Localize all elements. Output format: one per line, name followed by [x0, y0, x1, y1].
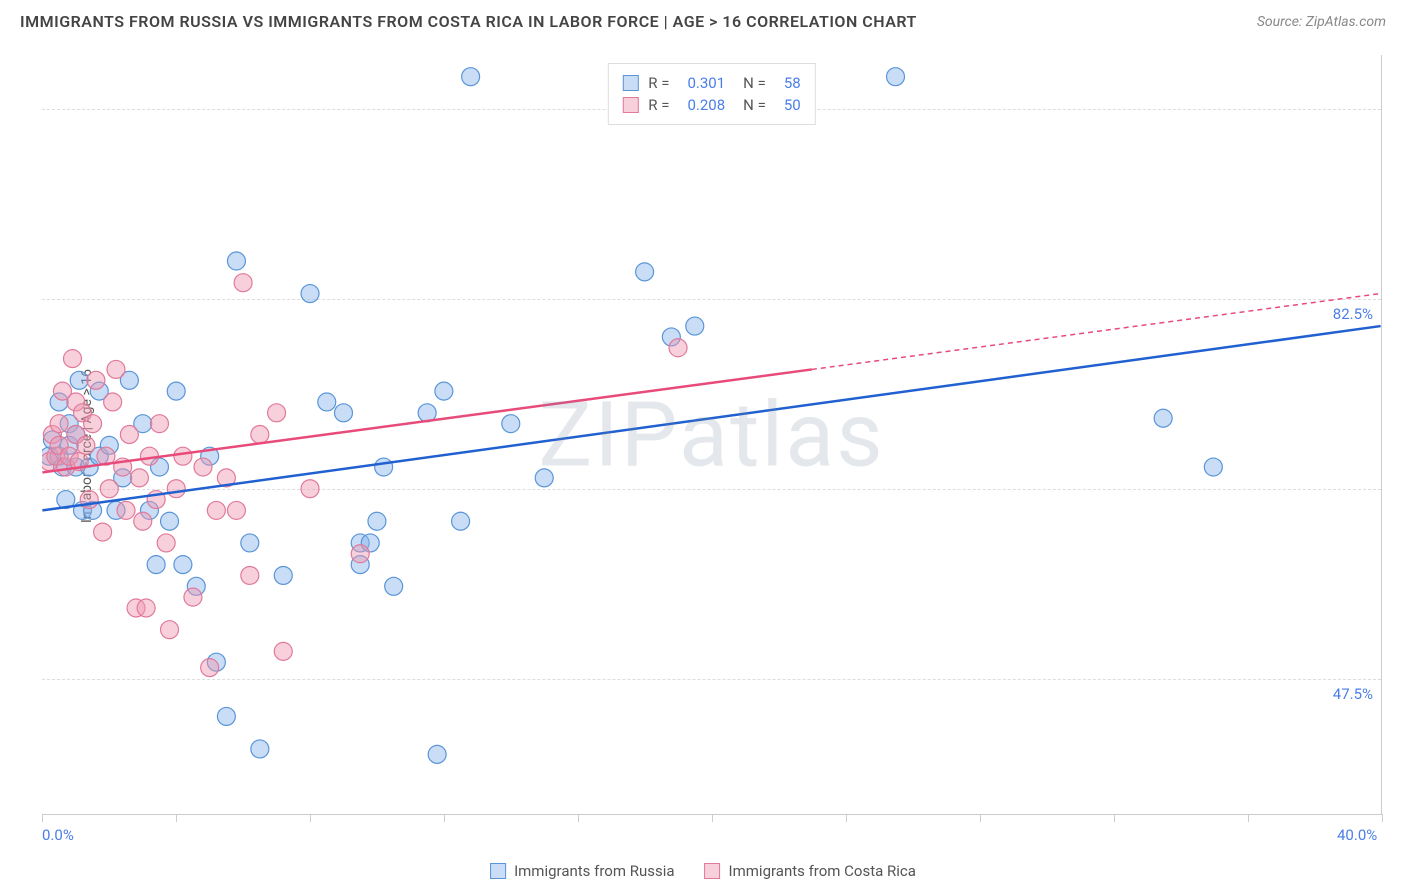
scatter-point [274, 566, 292, 584]
scatter-point [241, 534, 259, 552]
scatter-point [1154, 409, 1172, 427]
x-tick [444, 814, 445, 822]
scatter-point [137, 599, 155, 617]
x-tick-label: 40.0% [1337, 826, 1377, 844]
scatter-point [435, 382, 453, 400]
legend-label-costarica: Immigrants from Costa Rica [729, 862, 916, 880]
x-tick [42, 814, 43, 822]
scatter-point [368, 512, 386, 530]
scatter-point [174, 556, 192, 574]
scatter-point [167, 382, 185, 400]
scatter-point [686, 317, 704, 335]
scatter-point [251, 740, 269, 758]
scatter-point [107, 360, 125, 378]
scatter-point [150, 415, 168, 433]
x-tick [1382, 814, 1383, 822]
r-label: R = [648, 96, 669, 114]
scatter-point [104, 393, 122, 411]
correlation-row-costarica: R = 0.208 N = 50 [622, 94, 800, 116]
swatch-russia-icon [622, 75, 638, 91]
x-tick [1248, 814, 1249, 822]
legend-label-russia: Immigrants from Russia [514, 862, 674, 880]
scatter-point [201, 659, 219, 677]
x-tick [176, 814, 177, 822]
scatter-point [452, 512, 470, 530]
scatter-point [375, 458, 393, 476]
x-tick [1114, 814, 1115, 822]
scatter-point [174, 447, 192, 465]
legend-item-costarica: Immigrants from Costa Rica [705, 862, 916, 880]
scatter-point [217, 707, 235, 725]
scatter-point [268, 404, 286, 422]
n-value-costarica: 50 [784, 96, 801, 114]
scatter-point [251, 426, 269, 444]
plot-area: ZIPatlas R = 0.301 N = 58 R = 0.208 N = … [42, 55, 1382, 815]
trend-line-dashed [812, 294, 1381, 370]
swatch-russia-icon [490, 863, 506, 879]
scatter-point [318, 393, 336, 411]
scatter-point [157, 534, 175, 552]
scatter-point [227, 252, 245, 270]
scatter-point [462, 68, 480, 86]
scatter-point [207, 501, 225, 519]
x-tick [846, 814, 847, 822]
scatter-point [130, 469, 148, 487]
scatter-point [147, 556, 165, 574]
scatter-point [241, 566, 259, 584]
swatch-costarica-icon [705, 863, 721, 879]
correlation-legend-box: R = 0.301 N = 58 R = 0.208 N = 50 [607, 63, 815, 125]
scatter-point [194, 458, 212, 476]
legend-item-russia: Immigrants from Russia [490, 862, 674, 880]
scatter-point [669, 339, 687, 357]
x-tick [578, 814, 579, 822]
scatter-point [636, 263, 654, 281]
scatter-point [385, 577, 403, 595]
scatter-point [84, 415, 102, 433]
scatter-point [134, 512, 152, 530]
trend-line [42, 326, 1380, 510]
x-tick [310, 814, 311, 822]
scatter-point [535, 469, 553, 487]
scatter-point [887, 68, 905, 86]
scatter-point [274, 642, 292, 660]
chart-header: IMMIGRANTS FROM RUSSIA VS IMMIGRANTS FRO… [0, 0, 1406, 43]
scatter-point [1204, 458, 1222, 476]
scatter-point [77, 436, 95, 454]
scatter-point [161, 512, 179, 530]
scatter-point [100, 480, 118, 498]
swatch-costarica-icon [622, 97, 638, 113]
scatter-point [334, 404, 352, 422]
r-value-costarica: 0.208 [687, 96, 725, 114]
x-tick [712, 814, 713, 822]
n-label: N = [743, 96, 766, 114]
x-tick [980, 814, 981, 822]
scatter-point [70, 371, 88, 389]
r-label: R = [648, 74, 669, 92]
chart-title: IMMIGRANTS FROM RUSSIA VS IMMIGRANTS FRO… [20, 12, 917, 31]
n-value-russia: 58 [784, 74, 801, 92]
scatter-point [167, 480, 185, 498]
scatter-point [94, 523, 112, 541]
scatter-point [227, 501, 245, 519]
scatter-point [87, 371, 105, 389]
scatter-point [184, 588, 202, 606]
x-tick-label: 0.0% [42, 826, 74, 844]
source-label: Source: ZipAtlas.com [1257, 14, 1386, 30]
scatter-point [50, 415, 68, 433]
n-label: N = [743, 74, 766, 92]
correlation-row-russia: R = 0.301 N = 58 [622, 72, 800, 94]
scatter-point [234, 274, 252, 292]
scatter-svg [42, 55, 1381, 814]
r-value-russia: 0.301 [687, 74, 725, 92]
scatter-point [161, 621, 179, 639]
scatter-point [301, 285, 319, 303]
scatter-point [117, 501, 135, 519]
scatter-point [120, 426, 138, 444]
scatter-point [351, 545, 369, 563]
bottom-legend: Immigrants from Russia Immigrants from C… [490, 862, 916, 880]
scatter-point [64, 350, 82, 368]
scatter-point [502, 415, 520, 433]
scatter-point [428, 745, 446, 763]
scatter-point [301, 480, 319, 498]
